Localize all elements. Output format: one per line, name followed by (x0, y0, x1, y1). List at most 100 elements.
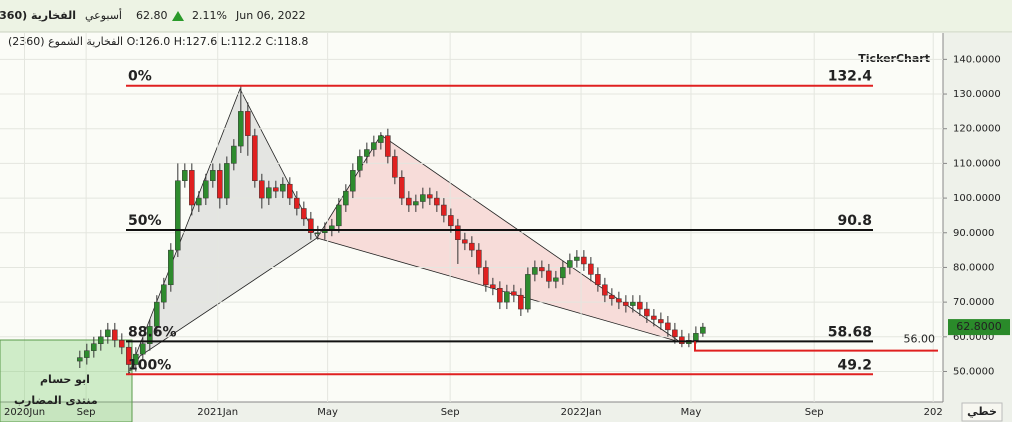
y-tick-label: 80.0000 (953, 262, 994, 273)
candle-body (616, 298, 622, 303)
candle-body (700, 326, 706, 334)
candle-body (602, 284, 608, 296)
candle-body (574, 256, 580, 261)
fib-value-label: 58.68 (828, 324, 872, 340)
x-tick-label: 2020Jun (4, 407, 45, 418)
x-tick-label: Sep (805, 407, 824, 418)
candle-body (462, 239, 468, 244)
candle-body (483, 267, 489, 286)
candle-body (364, 149, 370, 157)
candle-body (126, 346, 132, 365)
candle-body (175, 180, 181, 251)
candle-body (427, 194, 433, 199)
candle-body (455, 225, 461, 240)
candle-body (280, 183, 286, 192)
candle-body (413, 201, 419, 206)
candle-body (294, 197, 300, 209)
candle-body (651, 315, 657, 320)
fib-level-label: 50% (128, 213, 162, 229)
candle-body (469, 242, 475, 251)
top-bar (0, 0, 1012, 32)
candle-body (91, 343, 97, 351)
candle-body (511, 291, 517, 296)
candle-body (560, 267, 566, 279)
candle-body (679, 336, 685, 344)
y-tick-label: 90.0000 (953, 228, 994, 239)
candle-body (224, 163, 230, 199)
line-mode-label[interactable]: خطي (967, 405, 997, 418)
candle-body (371, 142, 377, 150)
candle-body (441, 204, 447, 216)
y-tick-label: 60.0000 (953, 332, 994, 343)
y-tick-label: 100.0000 (953, 193, 1001, 204)
candle-body (385, 135, 391, 157)
watermark: TickerChart (858, 52, 930, 65)
candle-body (525, 274, 531, 310)
x-tick-label: 202 (924, 407, 943, 418)
candle-body (693, 333, 699, 341)
candle-body (420, 194, 426, 202)
candle-body (189, 170, 195, 206)
candle-body (497, 287, 503, 303)
fib-level-label: 100% (128, 357, 171, 373)
target-line (694, 341, 938, 352)
candle-body (434, 197, 440, 206)
candle-body (392, 156, 398, 178)
candle-body (630, 301, 636, 306)
x-tick-label: May (317, 407, 338, 418)
candle-body (350, 170, 356, 192)
candle-body (98, 336, 104, 344)
candle-body (259, 180, 265, 199)
x-tick-label: 2022Jan (561, 407, 602, 418)
candle-body (490, 284, 496, 289)
candle-body (546, 270, 552, 282)
line-mode-button[interactable] (961, 402, 1003, 422)
y-tick-label: 130.0000 (953, 89, 1001, 100)
candle-body (567, 260, 573, 268)
time-axis (0, 402, 1012, 422)
candle-body (252, 135, 258, 181)
plot (0, 33, 943, 402)
candle-body (154, 301, 160, 327)
candle-body (105, 329, 111, 338)
y-tick-label: 120.0000 (953, 124, 1001, 135)
overlay-text: منتدى المضارب (14, 394, 98, 407)
candle-body (518, 294, 524, 310)
price-axis (943, 33, 1012, 402)
target-label: 56.00 (904, 333, 936, 346)
candle-body (203, 180, 209, 199)
candle-body (588, 263, 594, 275)
candle-body (623, 301, 629, 306)
candle-body (266, 187, 272, 199)
date: Jun 06, 2022 (235, 9, 306, 22)
candle-body (637, 301, 643, 310)
candle-body (210, 170, 216, 181)
y-tick-label: 110.0000 (953, 158, 1001, 169)
price: 62.80 (136, 9, 168, 22)
change: 2.11% (192, 9, 227, 22)
candle-body (378, 135, 384, 143)
candle-body (532, 267, 538, 275)
symbol: الفخارية (2360) (0, 9, 76, 22)
candle-body (357, 156, 363, 171)
candle-body (448, 215, 454, 227)
candle-body (399, 177, 405, 199)
candle-body (609, 294, 615, 299)
y-tick-label: 50.0000 (953, 366, 994, 377)
candle-body (245, 111, 251, 136)
ohlc-caption: الفخارية الشموع (2360) O:126.0 H:127.6 L… (8, 35, 308, 48)
candle-body (504, 291, 510, 303)
y-tick-label: 70.0000 (953, 297, 994, 308)
candle-body (658, 319, 664, 324)
candle-body (77, 357, 83, 362)
candle-body (406, 197, 412, 206)
candle-body (182, 170, 188, 181)
candle-body (147, 326, 153, 344)
candle-body (112, 329, 118, 341)
candle-body (168, 249, 174, 286)
candle-body (217, 170, 223, 199)
candle-body (301, 208, 307, 220)
fib-value-label: 132.4 (828, 69, 873, 85)
